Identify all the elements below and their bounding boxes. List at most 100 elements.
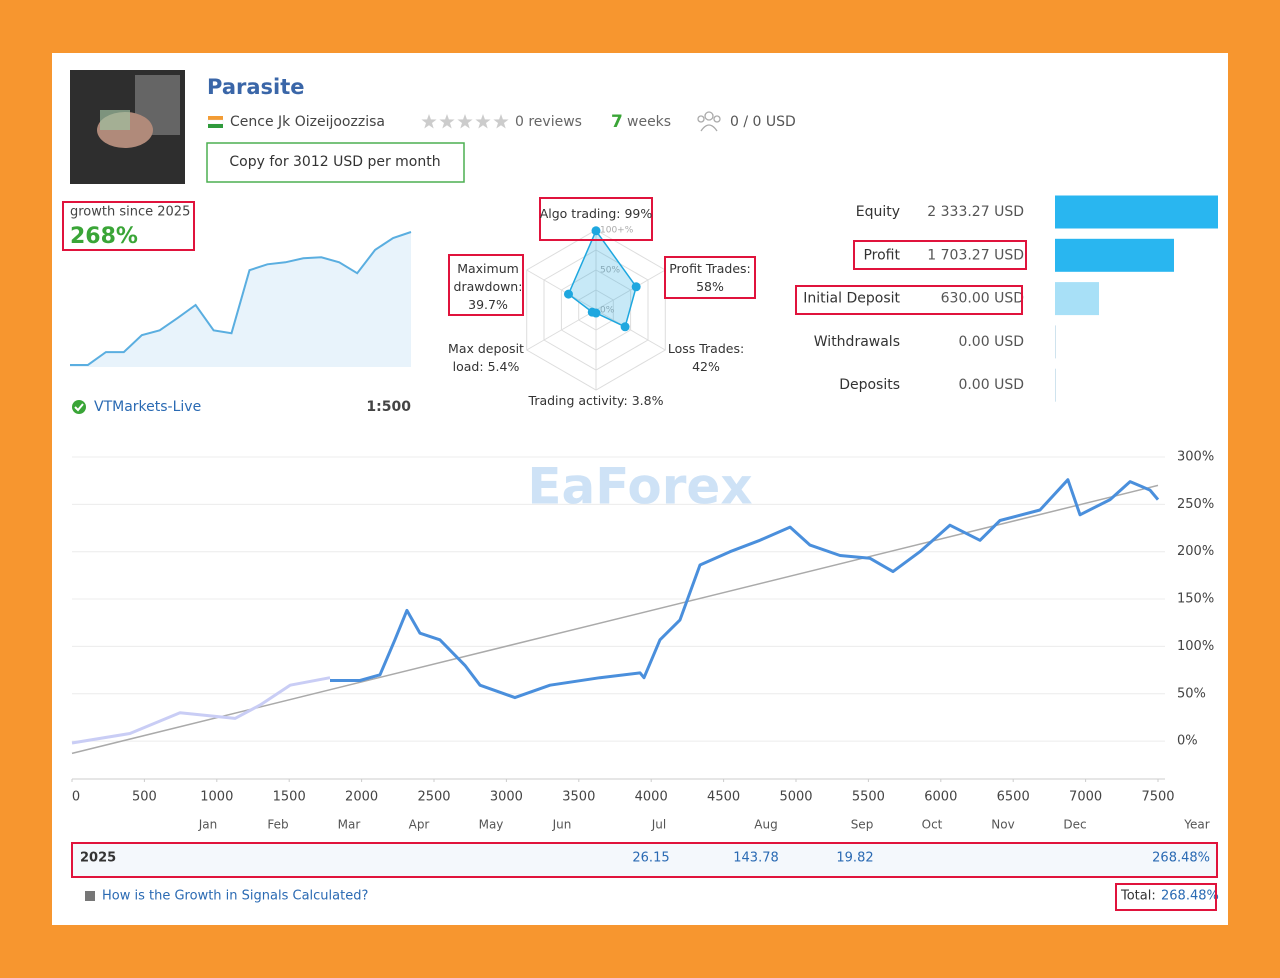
stat-bar [1055, 368, 1056, 402]
x-tick-label: 7000 [1069, 790, 1102, 805]
y-tick-label: 50% [1177, 686, 1206, 701]
sparkline-area [70, 232, 411, 367]
radar-tick-label: 100+% [600, 226, 634, 236]
x-tick-label: 4000 [635, 790, 668, 805]
y-tick-label: 250% [1177, 497, 1214, 512]
reviews[interactable]: 0 reviews [515, 114, 582, 130]
radar-point [591, 226, 601, 236]
radar-value: 5.4% [487, 359, 520, 374]
radar-value: 39.7% [468, 297, 508, 312]
radar-label: Maximum drawdown: 39.7% [452, 260, 524, 314]
sparkline [70, 231, 412, 367]
x-tick-label: 5000 [779, 790, 812, 805]
x-tick-label: 6500 [997, 790, 1030, 805]
title: Parasite [207, 75, 305, 99]
month-label: Dec [1063, 818, 1086, 832]
broker[interactable]: VTMarkets-Live [94, 399, 201, 415]
stat-bar [1055, 238, 1174, 272]
radar-axis-name: Maximum drawdown: [453, 261, 523, 294]
stat-value: 0.00 USD [958, 377, 1024, 393]
radar-point [563, 289, 573, 299]
year: 2025 [80, 851, 116, 866]
flag [207, 116, 224, 128]
verified-icon [72, 400, 86, 414]
copy-button-label[interactable]: Copy for 3012 USD per month [229, 154, 440, 170]
y-tick-label: 150% [1177, 592, 1214, 607]
x-tick-label: 2000 [345, 790, 378, 805]
x-tick-label: 2500 [417, 790, 450, 805]
radar-value: 99% [624, 206, 653, 221]
growth-line [71, 676, 331, 745]
month-label: Feb [267, 818, 288, 832]
radar-value: 58% [696, 279, 724, 294]
stat-label: Initial Deposit [803, 291, 900, 307]
radar-spoke [526, 269, 597, 311]
radar-label: Profit Trades: 58% [665, 260, 755, 296]
month-label: May [479, 818, 504, 832]
star [421, 114, 437, 129]
radar-label: Trading activity: 3.8% [516, 392, 676, 410]
stat-value: 0.00 USD [958, 334, 1024, 350]
year-cell: 143.78 [733, 851, 779, 866]
month-label: Jan [198, 818, 218, 832]
x-tick-label: 3500 [562, 790, 595, 805]
month-label: Aug [754, 818, 777, 832]
radar-label: Max deposit load: 5.4% [441, 340, 531, 376]
leverage: 1:500 [366, 399, 411, 415]
stat-bar [1055, 282, 1100, 316]
month-label: Mar [338, 818, 361, 832]
stat-label: Withdrawals [814, 334, 900, 350]
stat-bar [1055, 325, 1056, 359]
avatar [70, 70, 185, 184]
month-label: Jul [651, 818, 666, 832]
radar-label: Algo trading: 99% [531, 205, 661, 223]
y-tick-label: 300% [1177, 450, 1214, 465]
month-label: Nov [991, 818, 1014, 832]
growth-value: 268% [70, 224, 138, 249]
radar-spoke [526, 309, 597, 351]
x-tick-label: 4500 [707, 790, 740, 805]
radar-axis-name: Profit Trades: [669, 261, 751, 276]
year-cells: 26.15 143.78 19.82 [632, 851, 873, 866]
author[interactable]: Cence Jk Oizeijoozzisa [230, 114, 385, 130]
stat-value: 2 333.27 USD [927, 204, 1024, 220]
growth-line [330, 478, 1160, 700]
radar-label: Loss Trades: 42% [661, 340, 751, 376]
radar-value: 3.8% [631, 393, 664, 408]
stars [421, 114, 509, 129]
radar-point [620, 322, 630, 332]
year-total: 268.48% [1152, 851, 1210, 866]
radar-axis-name: Algo trading: [539, 206, 621, 221]
star [493, 114, 509, 129]
radar-point [587, 307, 597, 317]
star [439, 114, 455, 129]
radar-tick-label: 50% [600, 266, 620, 276]
star [457, 114, 473, 129]
copy-button[interactable] [206, 142, 465, 183]
x-tick-label: 500 [132, 790, 157, 805]
radar-tick-label: 0% [600, 306, 615, 316]
subscribers: 0 / 0 USD [730, 114, 796, 130]
sparkline-line [70, 231, 412, 366]
star [475, 114, 491, 129]
month-label: Year [1183, 818, 1209, 832]
subscribers-icon [697, 111, 721, 132]
y-tick-label: 200% [1177, 544, 1214, 559]
radar-value: 42% [692, 359, 720, 374]
stat-bar [1055, 195, 1218, 229]
month-label: Sep [851, 818, 874, 832]
stat-label: Profit [863, 247, 900, 263]
month-label: Apr [409, 818, 430, 832]
year-cell: 26.15 [632, 851, 669, 866]
stat-value: 1 703.27 USD [927, 247, 1024, 263]
weeks-label: weeks [627, 114, 671, 130]
help-icon [85, 891, 95, 901]
growth-chart: 0% 50% 100% 150% 200% 250% 300% 0 500 1000 1500 200… [71, 450, 1214, 832]
verified-check [74, 403, 84, 412]
x-tick-label: 1500 [273, 790, 306, 805]
x-tick-label: 3000 [490, 790, 523, 805]
help-link[interactable]: How is the Growth in Signals Calculated? [102, 889, 368, 904]
radar-spoke [595, 269, 666, 311]
